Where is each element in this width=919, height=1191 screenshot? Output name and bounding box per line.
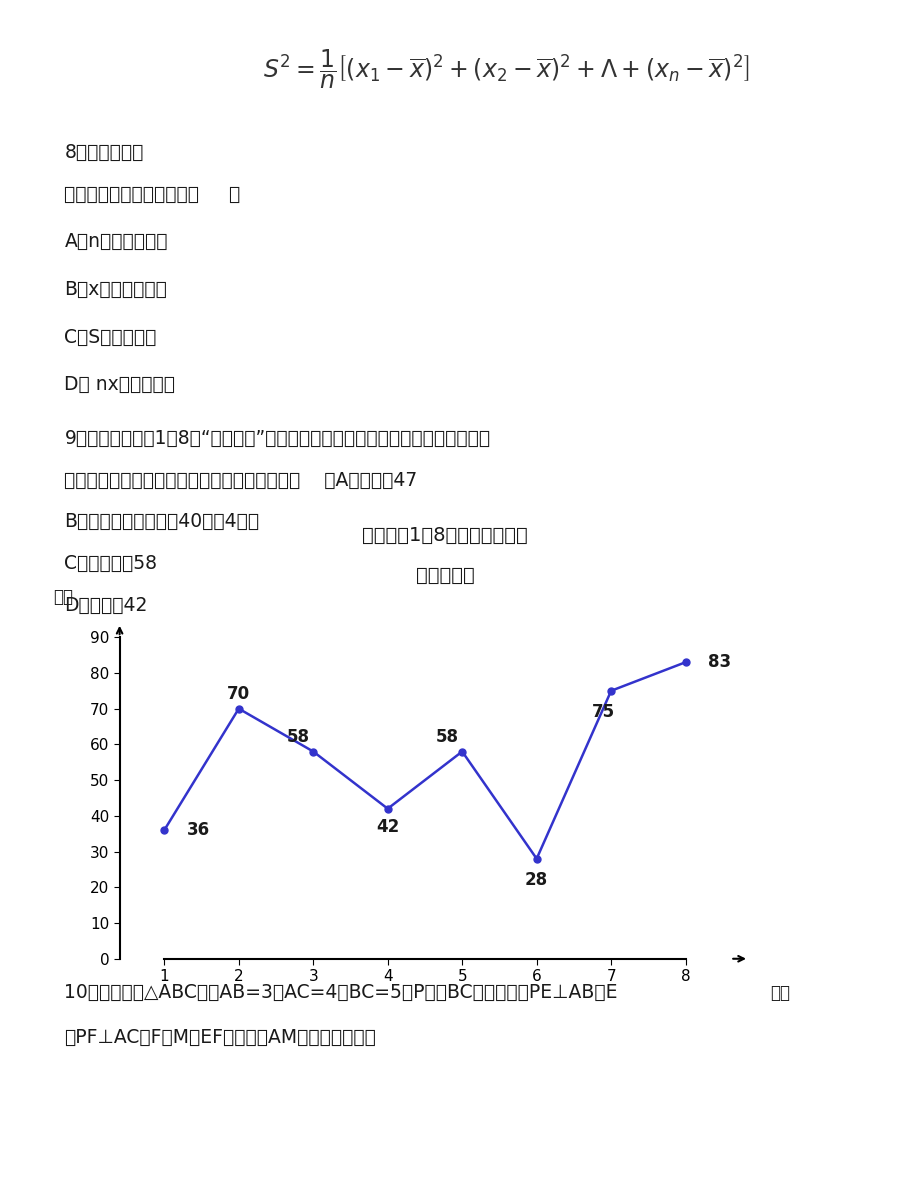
Text: 42: 42 <box>376 817 399 836</box>
Text: 月份: 月份 <box>769 984 789 1002</box>
Text: C、中位数是58: C、中位数是58 <box>64 554 157 573</box>
Text: 某班学生1～8月课外阅读数量: 某班学生1～8月课外阅读数量 <box>362 525 528 544</box>
Text: ，PF⊥AC于F，M为EF中点，则AM的最小值为（）: ，PF⊥AC于F，M为EF中点，则AM的最小值为（） <box>64 1028 376 1047</box>
Text: 28: 28 <box>525 871 548 890</box>
Text: 折线统计图: 折线统计图 <box>415 567 474 586</box>
Text: 70: 70 <box>227 685 250 704</box>
Text: 83: 83 <box>708 653 731 672</box>
Text: 8、在方差公式: 8、在方差公式 <box>64 143 143 162</box>
Text: B、每月阅读数量超过40的有4个月: B、每月阅读数量超过40的有4个月 <box>64 512 259 531</box>
Text: A、n是样本的容量: A、n是样本的容量 <box>64 232 168 251</box>
Text: B、x是样本平均数: B、x是样本平均数 <box>64 280 167 299</box>
Text: 本数: 本数 <box>53 587 74 606</box>
Text: D、 nx是样本个体: D、 nx是样本个体 <box>64 375 176 394</box>
Text: 75: 75 <box>592 703 615 722</box>
Text: C、S是样本方差: C、S是样本方差 <box>64 328 156 347</box>
Text: ，绘制了如图折线统计图，下列说法正确的是（    ）A、极差是47: ，绘制了如图折线统计图，下列说法正确的是（ ）A、极差是47 <box>64 470 417 490</box>
Text: 10、如图，在△ABC中，AB=3，AC=4，BC=5，P为边BC上一动点，PE⊥AB于E: 10、如图，在△ABC中，AB=3，AC=4，BC=5，P为边BC上一动点，PE… <box>64 983 618 1002</box>
Text: 9、班长统计去年1～8月“书香校园”活动中全班同学的课外阅读数量（单位：本）: 9、班长统计去年1～8月“书香校园”活动中全班同学的课外阅读数量（单位：本） <box>64 429 490 448</box>
Text: $S^2 = \dfrac{1}{n}\left[\left(x_1-\overline{x}\right)^2+\left(x_2-\overline{x}\: $S^2 = \dfrac{1}{n}\left[\left(x_1-\over… <box>263 48 748 91</box>
Text: 58: 58 <box>436 728 459 747</box>
Text: 中，下列说法不正确的是（     ）: 中，下列说法不正确的是（ ） <box>64 185 241 204</box>
Text: D、众数是42: D、众数是42 <box>64 596 148 615</box>
Text: 36: 36 <box>187 821 210 840</box>
Text: 58: 58 <box>287 728 310 747</box>
